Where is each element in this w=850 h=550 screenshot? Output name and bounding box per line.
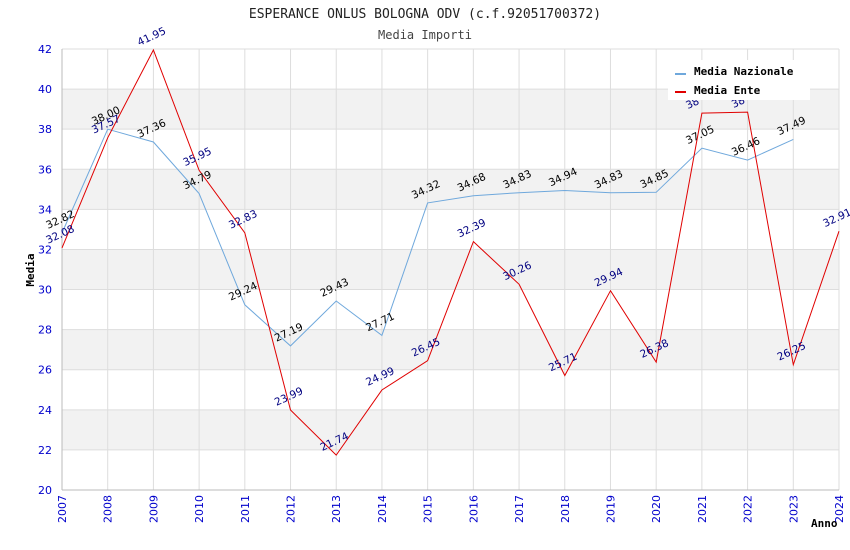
y-tick-label: 42 xyxy=(38,43,52,56)
x-tick-label: 2020 xyxy=(650,495,663,523)
y-tick-label: 32 xyxy=(38,243,52,256)
x-tick-label: 2012 xyxy=(285,495,298,523)
x-tick-label: 2017 xyxy=(513,495,526,523)
x-tick-label: 2024 xyxy=(833,495,846,523)
x-tick-label: 2007 xyxy=(56,495,69,523)
x-tick-label: 2010 xyxy=(193,495,206,523)
x-tick-label: 2008 xyxy=(102,495,115,523)
data-label-media-ente: 32.83 xyxy=(227,208,259,232)
x-tick-label: 2011 xyxy=(239,495,252,523)
x-tick-label: 2014 xyxy=(376,495,389,523)
data-label-media-ente: 41.95 xyxy=(136,25,168,49)
x-tick-label: 2009 xyxy=(147,495,160,523)
grid-band xyxy=(62,329,839,370)
x-tick-label: 2022 xyxy=(742,495,755,523)
series-line-media-nazionale xyxy=(61,128,794,347)
series-line-media-ente xyxy=(61,48,840,456)
y-tick-label: 38 xyxy=(38,123,52,136)
y-tick-label: 36 xyxy=(38,163,52,176)
x-tick-label: 2021 xyxy=(696,495,709,523)
chart-subtitle: Media Importi xyxy=(378,28,472,42)
legend-label-media-ente: Media Ente xyxy=(694,84,761,97)
legend: Media Nazionale Media Ente xyxy=(668,60,810,100)
y-axis-ticks: 20 22 24 26 28 30 32 34 36 38 40 42 xyxy=(38,43,52,497)
data-label-media-ente: 32.91 xyxy=(821,206,850,230)
grid-band xyxy=(62,249,839,290)
chart-title: ESPERANCE ONLUS BOLOGNA ODV (c.f.9205170… xyxy=(249,7,601,22)
y-tick-label: 26 xyxy=(38,364,52,377)
y-tick-label: 24 xyxy=(38,404,52,417)
y-tick-label: 20 xyxy=(38,484,52,497)
y-axis-label: Media xyxy=(24,253,37,286)
axes xyxy=(61,49,839,491)
grid-bands xyxy=(62,89,839,450)
y-tick-label: 28 xyxy=(38,324,52,337)
legend-label-media-nazionale: Media Nazionale xyxy=(694,65,794,78)
legend-box xyxy=(668,60,810,100)
x-tick-label: 2013 xyxy=(330,495,343,523)
x-axis-label: Anno xyxy=(811,517,838,530)
series-lines xyxy=(61,48,840,456)
y-tick-label: 30 xyxy=(38,284,52,297)
grid-band xyxy=(62,169,839,210)
grid-band xyxy=(62,409,839,450)
x-tick-label: 2023 xyxy=(787,495,800,523)
x-tick-label: 2019 xyxy=(604,495,617,523)
x-tick-label: 2016 xyxy=(467,495,480,523)
y-tick-label: 40 xyxy=(38,83,52,96)
x-axis-ticks: 2007 2008 2009 2010 2011 2012 2013 2014 2015 2016… xyxy=(56,495,846,523)
y-tick-label: 34 xyxy=(38,203,52,216)
x-tick-label: 2015 xyxy=(422,495,435,523)
x-tick-label: 2018 xyxy=(559,495,572,523)
y-tick-label: 22 xyxy=(38,444,52,457)
data-label-media-ente: 32.39 xyxy=(456,217,488,241)
